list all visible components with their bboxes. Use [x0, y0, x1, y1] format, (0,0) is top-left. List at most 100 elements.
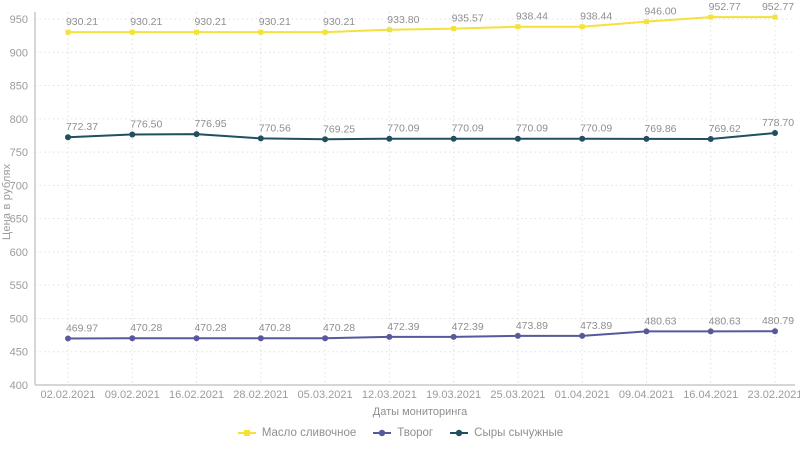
data-label: 946.00: [644, 6, 676, 18]
data-point[interactable]: [707, 328, 714, 335]
data-point[interactable]: [451, 26, 457, 32]
data-label: 770.09: [387, 123, 419, 135]
x-tick-label: 25.03.2021: [490, 389, 545, 401]
data-label: 930.21: [259, 16, 291, 28]
data-label: 469.97: [66, 322, 98, 334]
data-label: 480.63: [709, 315, 741, 327]
data-label: 480.79: [762, 315, 794, 327]
data-point[interactable]: [772, 14, 778, 20]
data-point[interactable]: [708, 14, 714, 20]
x-tick-label: 23.02.2021: [747, 389, 800, 401]
data-point[interactable]: [386, 333, 393, 340]
data-point[interactable]: [514, 135, 521, 142]
x-tick-label: 09.02.2021: [105, 389, 160, 401]
data-point[interactable]: [194, 29, 200, 35]
data-label: 770.09: [516, 123, 548, 135]
data-point[interactable]: [65, 29, 71, 35]
data-point[interactable]: [707, 136, 714, 143]
legend-label: Творог: [397, 427, 434, 439]
data-label: 480.63: [644, 315, 676, 327]
legend-marker-icon: [237, 430, 256, 436]
data-point[interactable]: [386, 135, 393, 142]
y-tick-label: 800: [10, 114, 28, 126]
data-label: 473.89: [580, 320, 612, 332]
data-point[interactable]: [65, 134, 71, 141]
x-tick-label: 12.03.2021: [362, 389, 417, 401]
data-point[interactable]: [193, 335, 200, 342]
data-point[interactable]: [643, 328, 650, 335]
data-point[interactable]: [257, 335, 264, 342]
data-point[interactable]: [129, 131, 136, 138]
y-tick-label: 750: [10, 147, 28, 159]
data-point[interactable]: [579, 24, 585, 30]
x-tick-label: 19.03.2021: [426, 389, 481, 401]
legend-item[interactable]: Сыры сычужные: [449, 427, 563, 439]
data-label: 938.44: [580, 11, 612, 23]
data-point[interactable]: [322, 136, 329, 143]
y-tick-label: 550: [10, 280, 28, 292]
data-label: 772.37: [66, 121, 98, 133]
legend-label: Масло сливочное: [261, 427, 357, 439]
x-tick-label: 02.02.2021: [40, 389, 95, 401]
series-line: [67, 131, 776, 141]
data-point[interactable]: [450, 333, 457, 340]
y-tick-label: 600: [10, 247, 28, 259]
data-label: 930.21: [130, 16, 162, 28]
data-point[interactable]: [450, 135, 457, 142]
data-point[interactable]: [257, 135, 264, 142]
x-tick-label: 09.04.2021: [619, 389, 674, 401]
data-point[interactable]: [65, 335, 71, 342]
y-tick-label: 850: [10, 81, 28, 93]
data-label: 473.89: [516, 320, 548, 332]
data-point[interactable]: [772, 129, 778, 136]
y-axis-title: Цена в рублях: [1, 163, 13, 240]
data-point[interactable]: [643, 135, 650, 142]
series-line: [67, 330, 776, 340]
data-label: 770.09: [580, 123, 612, 135]
series-line: [68, 16, 775, 34]
data-label: 776.50: [130, 118, 162, 130]
y-tick-label: 650: [10, 214, 28, 226]
data-point[interactable]: [193, 131, 200, 138]
x-tick-label: 16.02.2021: [169, 389, 224, 401]
data-point[interactable]: [514, 332, 521, 339]
data-label: 933.80: [387, 14, 419, 26]
legend-item[interactable]: Масло сливочное: [237, 427, 356, 439]
data-label: 470.28: [130, 322, 162, 334]
x-tick-label: 28.02.2021: [233, 389, 288, 401]
data-label: 769.25: [323, 123, 355, 135]
data-point[interactable]: [579, 135, 586, 142]
y-tick-label: 500: [10, 313, 28, 325]
data-point[interactable]: [579, 332, 586, 339]
data-label: 776.95: [194, 118, 226, 130]
data-label: 769.62: [709, 123, 741, 135]
data-point[interactable]: [772, 328, 778, 335]
data-label: 938.44: [516, 11, 548, 23]
x-tick-label: 05.03.2021: [298, 389, 353, 401]
data-point[interactable]: [258, 29, 264, 35]
data-point[interactable]: [322, 29, 328, 35]
legend: Масло сливочное Творог Сыры сычужные: [0, 427, 800, 439]
data-label: 470.28: [194, 322, 226, 334]
data-label: 470.28: [323, 322, 355, 334]
data-point[interactable]: [515, 24, 521, 30]
data-point[interactable]: [129, 335, 136, 342]
data-label: 769.86: [644, 123, 676, 135]
data-label: 770.09: [452, 123, 484, 135]
data-label: 930.21: [323, 16, 355, 28]
data-label: 770.56: [259, 122, 291, 134]
data-label: 778.70: [762, 117, 794, 129]
data-label: 935.57: [452, 13, 484, 25]
data-label: 952.77: [709, 1, 741, 13]
data-label: 472.39: [387, 321, 419, 333]
data-point[interactable]: [322, 335, 329, 342]
data-label: 472.39: [452, 321, 484, 333]
data-point[interactable]: [386, 27, 392, 33]
data-point[interactable]: [643, 19, 649, 25]
x-tick-label: 01.04.2021: [555, 389, 610, 401]
data-label: 930.21: [66, 16, 98, 28]
x-axis-title: Даты мониторинга: [372, 406, 468, 418]
data-point[interactable]: [129, 29, 135, 35]
legend-item[interactable]: Творог: [372, 427, 433, 439]
